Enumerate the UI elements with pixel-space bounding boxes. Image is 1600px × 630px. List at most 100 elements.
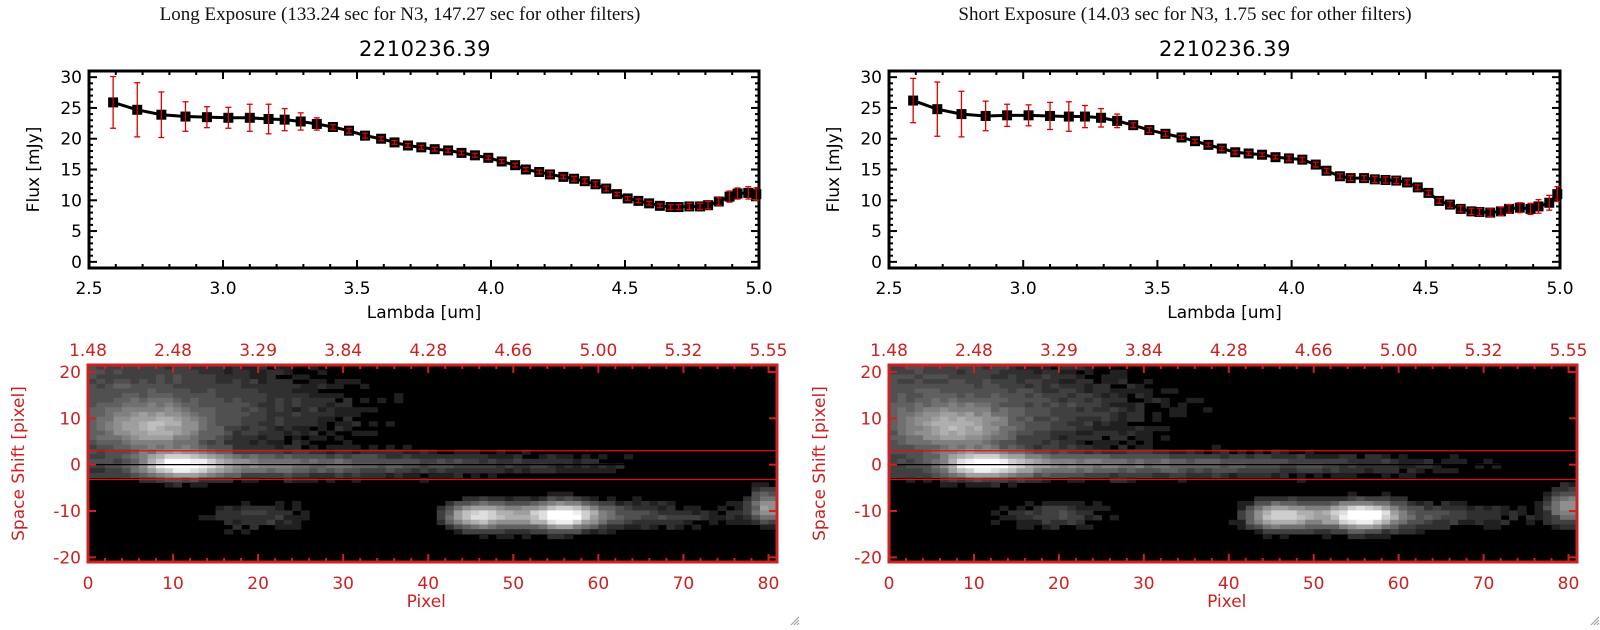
- image-pixel: [1033, 454, 1043, 460]
- image-pixel: [241, 477, 251, 483]
- image-pixel: [1160, 458, 1170, 465]
- image-pixel: [88, 454, 98, 460]
- image-pixel: [999, 374, 1009, 380]
- image-pixel: [939, 472, 950, 479]
- image-pixel: [973, 454, 984, 460]
- image-pixel: [377, 468, 387, 474]
- image-pixel: [1092, 393, 1102, 399]
- image-pixel: [96, 416, 106, 422]
- image-pixel: [973, 463, 984, 469]
- x-axis-label: Pixel: [1207, 592, 1246, 612]
- image-pixel: [742, 496, 753, 502]
- image-pixel: [1441, 505, 1451, 511]
- image-pixel: [113, 374, 123, 380]
- image-pixel: [1118, 463, 1128, 469]
- image-pixel: [1194, 458, 1204, 465]
- image-pixel: [249, 365, 259, 371]
- image-pixel: [768, 510, 778, 516]
- image-pixel: [326, 402, 336, 408]
- image-pixel: [521, 519, 531, 526]
- image-pixel: [1330, 505, 1340, 511]
- image-pixel: [198, 425, 208, 432]
- image-pixel: [939, 425, 950, 432]
- image-pixel: [1109, 421, 1119, 427]
- image-pixel: [266, 374, 276, 380]
- image-pixel: [1305, 501, 1315, 507]
- image-pixel: [1560, 505, 1570, 511]
- image-pixel: [922, 449, 933, 455]
- image-pixel: [1050, 472, 1060, 479]
- image-pixel: [215, 407, 225, 413]
- image-pixel: [190, 468, 200, 474]
- image-pixel: [1101, 416, 1111, 422]
- error-bar: [1130, 122, 1137, 129]
- image-pixel: [113, 411, 123, 418]
- image-pixel: [224, 411, 234, 418]
- image-pixel: [1407, 472, 1417, 479]
- image-pixel: [326, 468, 336, 474]
- image-pixel: [487, 524, 497, 530]
- image-pixel: [198, 430, 208, 436]
- image-pixel: [411, 458, 421, 465]
- image-pixel: [521, 468, 531, 474]
- image-pixel: [1143, 425, 1153, 432]
- image-pixel: [156, 383, 166, 390]
- image-pixel: [521, 501, 531, 507]
- image-pixel: [1398, 524, 1408, 530]
- image-pixel: [283, 416, 293, 422]
- image-pixel: [889, 472, 899, 479]
- image-pixel: [1135, 458, 1145, 465]
- image-pixel: [513, 519, 523, 526]
- image-pixel: [173, 393, 183, 399]
- image-pixel: [1152, 458, 1162, 465]
- image-pixel: [1424, 505, 1434, 511]
- image-pixel: [691, 515, 702, 521]
- image-pixel: [1050, 421, 1060, 427]
- x-tick-label: 80: [1558, 574, 1580, 594]
- image-pixel: [538, 468, 548, 474]
- image-pixel: [948, 379, 958, 385]
- image-pixel: [198, 416, 208, 422]
- image-pixel: [598, 515, 608, 521]
- image-pixel: [1500, 510, 1510, 516]
- image-pixel: [241, 383, 251, 390]
- image-pixel: [1339, 454, 1349, 460]
- image-pixel: [1237, 515, 1247, 521]
- error-bar: [445, 147, 452, 153]
- image-pixel: [572, 458, 582, 465]
- image-pixel: [1067, 505, 1077, 511]
- image-pixel: [1228, 519, 1238, 526]
- image-pixel: [1092, 435, 1102, 441]
- image-pixel: [224, 505, 234, 511]
- image-pixels: [889, 365, 1578, 540]
- image-pixel: [666, 505, 676, 511]
- image-pixel: [1237, 458, 1247, 465]
- error-bar: [1098, 107, 1105, 128]
- image-pixel: [334, 472, 344, 479]
- resize-grip-icon[interactable]: [1588, 614, 1600, 626]
- y-tick-label: 10: [59, 409, 81, 429]
- image-pixel: [1500, 505, 1510, 511]
- image-pixel: [1296, 472, 1306, 479]
- image-pixel: [1356, 458, 1366, 465]
- image-pixel: [1058, 411, 1068, 418]
- image-pixel: [334, 402, 344, 408]
- image-pixel: [1058, 421, 1068, 427]
- image-pixel: [768, 496, 778, 502]
- image-pixel: [897, 444, 907, 451]
- image-pixel: [453, 454, 463, 460]
- image-pixel: [751, 482, 761, 488]
- image-pixel: [1033, 383, 1043, 390]
- image-pixel: [939, 407, 950, 413]
- image-pixel: [1024, 393, 1034, 399]
- image-pixel: [487, 519, 497, 526]
- resize-grip-icon[interactable]: [788, 614, 800, 626]
- image-pixel: [564, 463, 574, 469]
- image-pixel: [674, 524, 685, 530]
- image-pixel: [1126, 388, 1136, 394]
- image-pixel: [1016, 388, 1026, 394]
- x-tick-label: 3.0: [209, 279, 236, 299]
- image-pixel: [232, 463, 242, 469]
- image-pixel: [589, 519, 599, 526]
- image-pixel: [889, 383, 899, 390]
